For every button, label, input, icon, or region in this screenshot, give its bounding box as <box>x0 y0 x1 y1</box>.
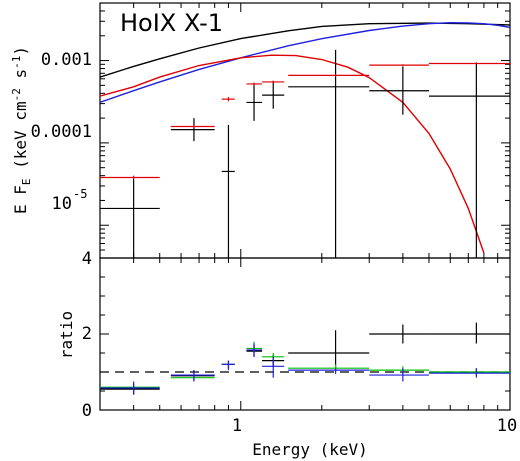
top-series-0-point <box>428 62 510 258</box>
panel-title: HoIX X-1 <box>120 9 223 37</box>
top-series-1-point <box>100 175 160 180</box>
bottom-panel-data-points <box>100 322 510 395</box>
ratio-series-2-point <box>100 381 160 395</box>
top-series-0-point <box>369 66 429 115</box>
ylabel-sub: E <box>20 178 33 185</box>
svg-text:ratio: ratio <box>57 311 76 359</box>
ylabel-exp2: -1 <box>10 56 23 69</box>
y-tick-label-0.0001: 0.0001 <box>31 122 92 142</box>
top-panel-frame <box>99 2 511 259</box>
ylabel-close: ) <box>11 46 30 56</box>
ratio-axis-label: ratio <box>57 311 76 359</box>
top-series-1-point <box>369 64 429 66</box>
top-series-1-point <box>246 82 263 86</box>
ratio-series-0-point <box>369 324 429 344</box>
ratio-series-2-point <box>221 360 235 371</box>
svg-text:E FE (keV cm-2 s-1): E FE (keV cm-2 s-1) <box>10 46 33 214</box>
top-series-1-point <box>288 74 370 77</box>
top-panel-data-points <box>100 49 510 258</box>
ratio-series-0-point <box>288 330 370 371</box>
top-series-0-point <box>288 49 370 258</box>
ratio-tick-label-0: 0 <box>82 401 92 421</box>
ylabel-mid: s <box>11 69 30 88</box>
ratio-series-1-point <box>428 368 510 376</box>
top-series-0-point <box>262 81 285 109</box>
ylabel-units: (keV cm <box>11 101 30 178</box>
bottom-panel-ticks <box>99 257 511 411</box>
x-axis-label: Energy (keV) <box>252 440 368 459</box>
y-tick-base: 10 <box>52 194 72 214</box>
ratio-series-0-point <box>428 322 510 344</box>
top-series-1-point <box>262 80 285 84</box>
top-series-0-point <box>170 118 215 142</box>
ratio-series-1-point <box>288 364 370 372</box>
ratio-series-0-point <box>100 383 160 395</box>
x-tick-label-1: 1 <box>232 416 242 436</box>
ratio-series-2-point <box>170 370 215 382</box>
y-tick-label-1e-5: 10 <box>52 194 72 214</box>
y-axis-label: E FE (keV cm-2 s-1) <box>10 46 33 214</box>
x-tick-label-10: 10 <box>497 416 517 436</box>
top-series-0-point <box>246 83 263 121</box>
ratio-series-2-point <box>428 368 510 378</box>
model-curve-3 <box>100 21 510 104</box>
model-curve-4 <box>100 54 485 254</box>
top-series-1-point <box>428 62 510 65</box>
top-panel-ticks <box>99 2 511 259</box>
top-series-1-point <box>170 124 215 128</box>
ratio-series-2-point <box>262 356 285 378</box>
ratio-series-2-point <box>288 368 370 374</box>
ratio-tick-label-2: 2 <box>82 324 92 344</box>
top-series-0-point <box>221 124 235 258</box>
y-tick-label-0.001: 0.001 <box>41 50 92 70</box>
ratio-series-2-point <box>369 368 429 382</box>
ratio-series-2-point <box>246 343 263 357</box>
y-tick-label-4: 4 <box>82 249 92 269</box>
ylabel-exp1: -2 <box>10 88 23 101</box>
ylabel-main: E F <box>11 185 30 214</box>
ratio-series-1-point <box>369 366 429 374</box>
top-panel-model-curves <box>100 21 510 254</box>
y-tick-label-1e-5-exp: -5 <box>73 187 87 201</box>
top-series-0-point <box>100 177 160 258</box>
top-series-1-point <box>221 97 235 102</box>
